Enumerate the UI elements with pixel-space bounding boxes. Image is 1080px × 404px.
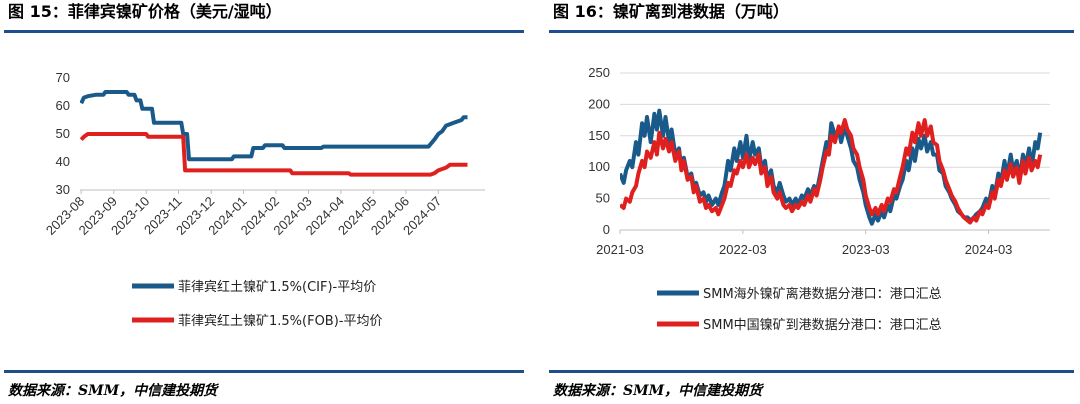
legend-label-1: SMM中国镍矿到港数据分港口：港口汇总 xyxy=(703,318,942,333)
figure-15-title: 图 15：菲律宾镍矿价格（美元/湿吨） xyxy=(8,2,282,21)
series-line-1 xyxy=(620,118,1043,225)
x-tick-label-1: 2022-03 xyxy=(719,242,767,257)
y-tick-label-4: 70 xyxy=(56,70,70,85)
figure-16-bottom-rule xyxy=(549,370,1074,373)
figure-16-panel: 图 16：镍矿离到港数据（万吨） 0 50 100 150 200 250 2021-03 2… xyxy=(545,0,1080,404)
y-tick-label-3: 150 xyxy=(588,128,610,143)
figure-15-bottom-rule xyxy=(4,370,524,373)
y-tick-label-3: 60 xyxy=(56,98,70,113)
figure-16-top-rule xyxy=(549,30,1074,33)
y-tick-label-5: 250 xyxy=(588,65,610,80)
y-tick-label-2: 100 xyxy=(588,159,610,174)
nickel-ore-price-chart: 30405060702023-082023-092023-102023-1120… xyxy=(43,70,485,329)
nickel-ore-shipment-chart: 0 50 100 150 200 250 2021-03 2022-03 2023-03 2024… xyxy=(588,65,1050,333)
legend-label-1: 菲律宾红土镍矿1.5%(FOB)-平均价 xyxy=(178,313,383,329)
x-tick-label-2: 2023-03 xyxy=(842,242,890,257)
series-line-1 xyxy=(80,132,468,177)
y-tick-label-2: 50 xyxy=(56,126,70,141)
y-tick-label-0: 30 xyxy=(56,182,70,197)
figure-16-source: 数据来源：SMM，中信建投期货 xyxy=(553,383,763,399)
y-tick-label-0: 0 xyxy=(603,222,610,237)
figure-15-panel: 图 15：菲律宾镍矿价格（美元/湿吨） 30 40 50 60 70 2023-08 202… xyxy=(0,0,530,404)
figure-16-title: 图 16：镍矿离到港数据（万吨） xyxy=(553,2,789,21)
legend-label-0: 菲律宾红土镍矿1.5%(CIF)-平均价 xyxy=(178,279,376,295)
y-tick-label-4: 200 xyxy=(588,96,610,111)
x-tick-label-0: 2021-03 xyxy=(596,242,644,257)
series-line-0 xyxy=(80,90,468,162)
figure-15-source: 数据来源：SMM，中信建投期货 xyxy=(8,383,218,399)
legend-label-0: SMM海外镍矿离港数据分港口：港口汇总 xyxy=(703,286,942,302)
x-tick-label-3: 2024-03 xyxy=(965,242,1013,257)
y-tick-label-1: 40 xyxy=(56,154,70,169)
figure-15-top-rule xyxy=(4,30,524,33)
y-tick-label-1: 50 xyxy=(596,191,610,206)
